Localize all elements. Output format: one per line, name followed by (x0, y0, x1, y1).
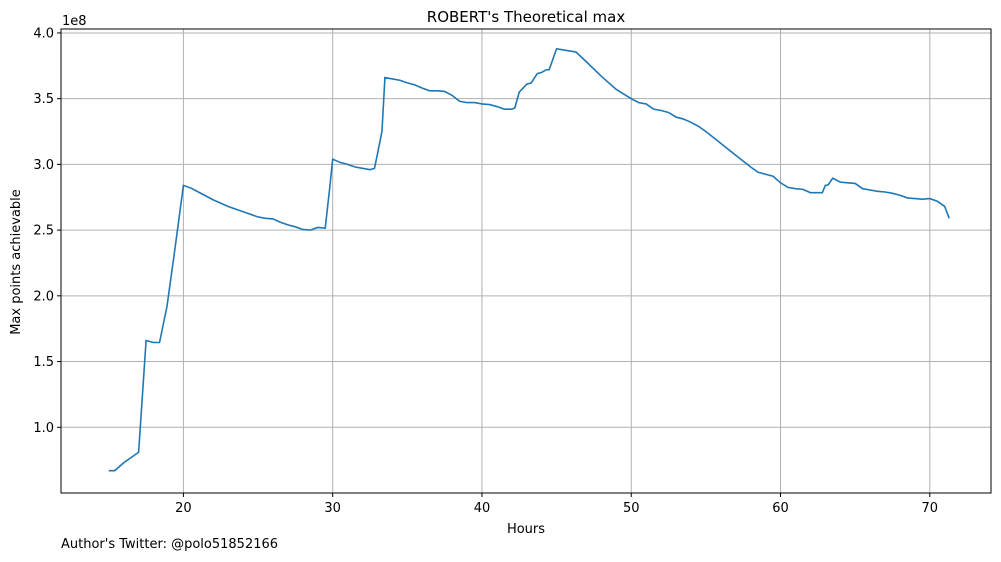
x-tick-label: 20 (175, 501, 192, 516)
y-axis-label: Max points achievable (9, 189, 24, 335)
series-line (108, 47, 950, 472)
y-axis-ticks: 1.0 1.5 2.0 2.5 3.0 3.5 4.0 (33, 26, 61, 436)
x-tick-label: 50 (623, 501, 640, 516)
x-axis-ticks: 20 30 40 50 60 70 (175, 493, 938, 516)
x-tick-label: 30 (324, 501, 341, 516)
y-tick-label: 4.0 (33, 26, 54, 41)
y-offset-label: 1e8 (62, 14, 87, 29)
x-axis-label: Hours (507, 522, 545, 537)
x-tick-label: 40 (474, 501, 491, 516)
y-tick-label: 2.0 (33, 289, 54, 304)
y-tick-label: 1.5 (33, 355, 54, 370)
author-credit: Author's Twitter: @polo51852166 (61, 537, 279, 552)
y-tick-label: 3.5 (33, 92, 54, 107)
x-tick-label: 70 (922, 501, 939, 516)
y-tick-label: 1.0 (33, 421, 54, 436)
chart-title: ROBERT's Theoretical max (427, 8, 626, 26)
plot-frame (60, 28, 992, 494)
y-tick-label: 3.0 (33, 158, 54, 173)
grid-lines (61, 29, 991, 493)
x-tick-label: 60 (772, 501, 789, 516)
y-tick-label: 2.5 (33, 224, 54, 239)
